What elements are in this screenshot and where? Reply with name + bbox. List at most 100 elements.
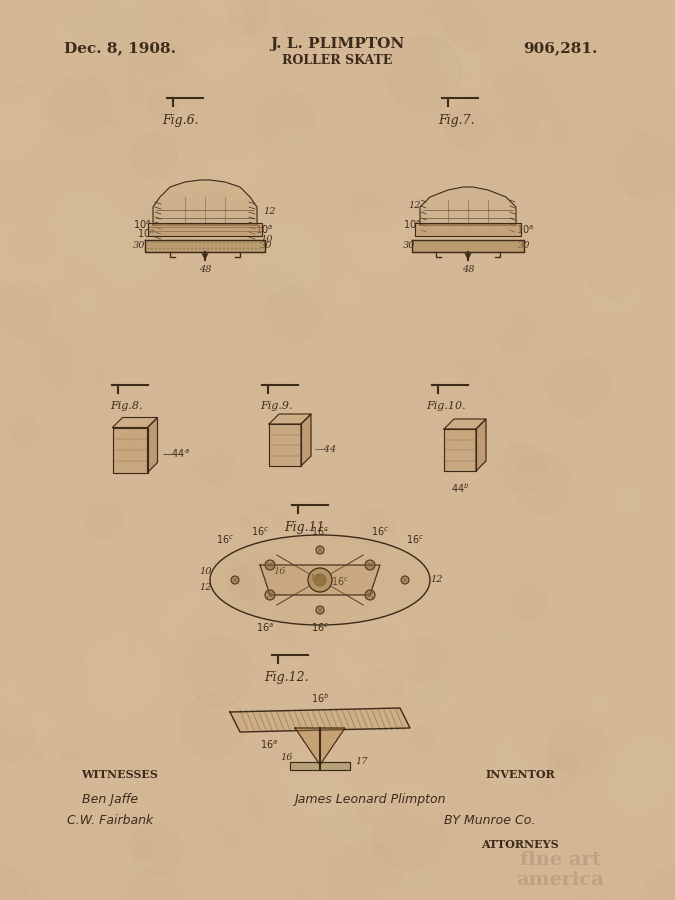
Circle shape: [265, 590, 275, 600]
Circle shape: [510, 692, 583, 766]
Text: Fig.12.: Fig.12.: [264, 671, 308, 684]
Circle shape: [279, 0, 329, 37]
Circle shape: [327, 610, 360, 643]
Text: Fig.9.: Fig.9.: [260, 401, 292, 411]
Circle shape: [571, 626, 605, 660]
Polygon shape: [260, 565, 380, 595]
Text: ATTORNEYS: ATTORNEYS: [481, 840, 559, 850]
Circle shape: [228, 196, 271, 239]
Circle shape: [316, 606, 324, 614]
Text: INVENTOR: INVENTOR: [485, 770, 555, 780]
Text: $10^a$: $10^a$: [255, 224, 273, 236]
Circle shape: [131, 134, 178, 181]
Text: 48: 48: [198, 266, 211, 274]
Circle shape: [187, 809, 210, 832]
Circle shape: [349, 207, 414, 274]
Text: WITNESSES: WITNESSES: [82, 770, 159, 780]
Ellipse shape: [210, 535, 430, 625]
Text: $16^c$: $16^c$: [406, 534, 424, 546]
Text: 30: 30: [518, 240, 531, 249]
Text: fine art
america: fine art america: [516, 850, 604, 889]
Text: James Leonard Plimpton: James Leonard Plimpton: [294, 794, 446, 806]
Polygon shape: [412, 240, 524, 252]
Circle shape: [558, 752, 578, 772]
Circle shape: [510, 314, 535, 339]
Circle shape: [82, 120, 139, 176]
Text: $10^a$: $10^a$: [516, 224, 534, 236]
Circle shape: [0, 28, 79, 107]
Text: BY Munroe Co.: BY Munroe Co.: [444, 814, 536, 826]
Polygon shape: [148, 418, 157, 472]
Circle shape: [633, 736, 675, 779]
Polygon shape: [420, 187, 516, 225]
Text: Fig.11.: Fig.11.: [284, 521, 328, 534]
Text: Dec. 8, 1908.: Dec. 8, 1908.: [64, 41, 176, 55]
Text: $44^b$: $44^b$: [451, 481, 469, 495]
Circle shape: [386, 447, 451, 513]
Text: 48: 48: [462, 266, 475, 274]
Polygon shape: [444, 419, 486, 429]
Circle shape: [208, 138, 259, 189]
Circle shape: [336, 609, 415, 688]
Polygon shape: [230, 708, 410, 732]
Circle shape: [180, 694, 245, 760]
Polygon shape: [113, 418, 157, 428]
Circle shape: [273, 515, 289, 531]
Text: Fig.7.: Fig.7.: [437, 114, 475, 127]
Text: $16^c$: $16^c$: [331, 576, 349, 589]
Text: 10: 10: [200, 568, 212, 577]
Circle shape: [314, 574, 326, 586]
Circle shape: [444, 0, 512, 53]
Text: 17: 17: [355, 758, 367, 767]
Text: $16^c$: $16^c$: [251, 526, 269, 538]
Circle shape: [401, 576, 409, 584]
Circle shape: [265, 560, 275, 570]
Text: Fig.8.: Fig.8.: [110, 401, 142, 411]
Circle shape: [255, 90, 314, 148]
Circle shape: [165, 593, 230, 658]
Polygon shape: [269, 414, 311, 424]
Text: $10^a$: $10^a$: [137, 228, 155, 240]
Polygon shape: [444, 429, 476, 471]
Text: 12: 12: [263, 208, 275, 217]
Text: $16^b$: $16^b$: [310, 691, 329, 705]
Text: C.W. Fairbank: C.W. Fairbank: [67, 814, 153, 826]
Text: $16^c$: $16^c$: [311, 622, 329, 634]
Polygon shape: [301, 414, 311, 466]
Text: Fig.10.: Fig.10.: [426, 401, 466, 411]
Text: 30: 30: [260, 240, 273, 249]
Circle shape: [308, 568, 332, 592]
Polygon shape: [476, 419, 486, 471]
Circle shape: [0, 87, 43, 158]
Text: Fig.6.: Fig.6.: [163, 114, 199, 127]
Circle shape: [126, 868, 182, 900]
Text: $16^c$: $16^c$: [371, 526, 389, 538]
Text: 16: 16: [280, 753, 292, 762]
Circle shape: [375, 782, 437, 844]
Text: $16^c$: $16^c$: [216, 534, 234, 546]
Circle shape: [368, 670, 402, 703]
Polygon shape: [415, 223, 521, 236]
Polygon shape: [145, 240, 265, 252]
Text: ROLLER SKATE: ROLLER SKATE: [282, 53, 392, 67]
Text: Ben Jaffe: Ben Jaffe: [82, 794, 138, 806]
Circle shape: [365, 560, 375, 570]
Text: 16: 16: [274, 568, 286, 577]
Circle shape: [181, 2, 255, 76]
Text: $16^c$: $16^c$: [311, 526, 329, 538]
Text: 30: 30: [133, 240, 146, 249]
Circle shape: [127, 48, 200, 121]
Text: —$44^a$: —$44^a$: [161, 448, 190, 460]
Polygon shape: [295, 728, 345, 765]
Text: 12: 12: [200, 583, 212, 592]
Polygon shape: [269, 424, 301, 466]
Circle shape: [259, 756, 301, 798]
Text: 12: 12: [408, 201, 421, 210]
Circle shape: [194, 67, 266, 138]
Circle shape: [316, 546, 324, 554]
Circle shape: [230, 0, 270, 34]
Circle shape: [439, 46, 483, 91]
Circle shape: [1, 672, 63, 734]
Text: $16^a$: $16^a$: [260, 739, 278, 752]
Circle shape: [365, 590, 375, 600]
